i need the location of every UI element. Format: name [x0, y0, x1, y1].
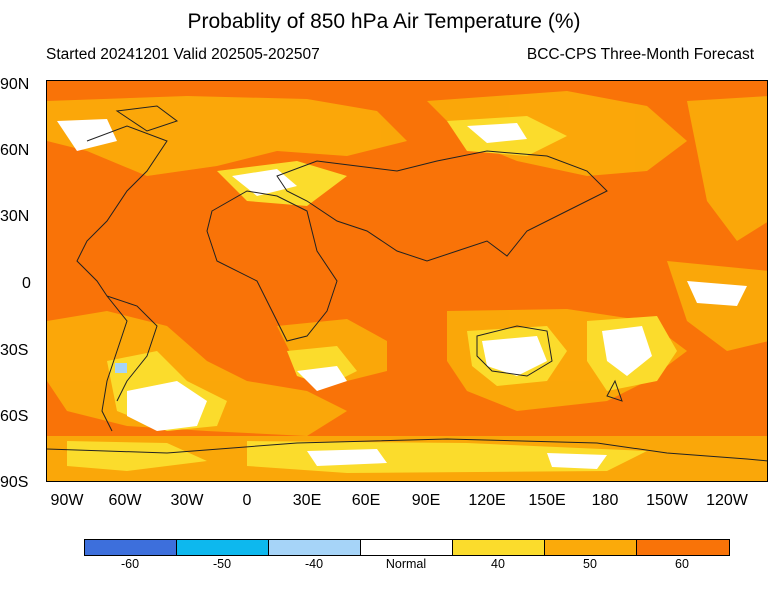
lat-label-60n: 60N — [0, 142, 30, 159]
colorbar-box-50 — [545, 540, 637, 555]
forecast-period: Started 20241201 Valid 202505-202507 — [46, 46, 320, 63]
probability-map — [46, 80, 768, 482]
lon-label-120w: 120W — [706, 492, 748, 509]
chart-title: Probablity of 850 hPa Air Temperature (%… — [187, 10, 581, 33]
colorbar-label-60: 60 — [675, 557, 689, 571]
colorbar-box-minus60 — [85, 540, 177, 555]
lat-label-60s: 60S — [0, 408, 29, 425]
colorbar-box-40 — [453, 540, 545, 555]
colorbar-label-50: 50 — [583, 557, 597, 571]
colorbar-box-60 — [637, 540, 729, 555]
colorbar-box-minus40 — [269, 540, 361, 555]
colorbar — [84, 539, 730, 556]
colorbar-label-minus40: -40 — [304, 557, 324, 571]
lon-label-180: 180 — [591, 492, 619, 509]
lat-label-equator: 0 — [22, 275, 31, 292]
category-minus40-region — [115, 363, 127, 373]
lon-label-30e: 30E — [292, 492, 322, 509]
category-normal-regions — [57, 119, 747, 469]
map-canvas — [47, 81, 767, 481]
lon-label-150e: 150E — [528, 492, 566, 509]
colorbar-box-normal — [361, 540, 453, 555]
lon-label-120e: 120E — [468, 492, 506, 509]
lat-label-30n: 30N — [0, 208, 30, 225]
colorbar-label-40: 40 — [491, 557, 505, 571]
lat-label-90s: 90S — [0, 474, 29, 491]
colorbar-label-normal: Normal — [385, 557, 427, 571]
lon-label-90w: 90W — [50, 492, 84, 509]
colorbar-label-minus60: -60 — [120, 557, 140, 571]
lon-label-90e: 90E — [411, 492, 441, 509]
lon-label-60e: 60E — [351, 492, 381, 509]
lat-label-90n: 90N — [0, 76, 30, 93]
coastlines — [47, 105, 767, 462]
colorbar-label-minus50: -50 — [212, 557, 232, 571]
lon-label-150w: 150W — [646, 492, 688, 509]
colorbar-box-minus50 — [177, 540, 269, 555]
lon-label-30w: 30W — [170, 492, 204, 509]
lat-label-30s: 30S — [0, 342, 29, 359]
model-name: BCC-CPS Three-Month Forecast — [526, 46, 754, 63]
lon-label-60w: 60W — [108, 492, 142, 509]
lon-label-0: 0 — [242, 492, 252, 509]
